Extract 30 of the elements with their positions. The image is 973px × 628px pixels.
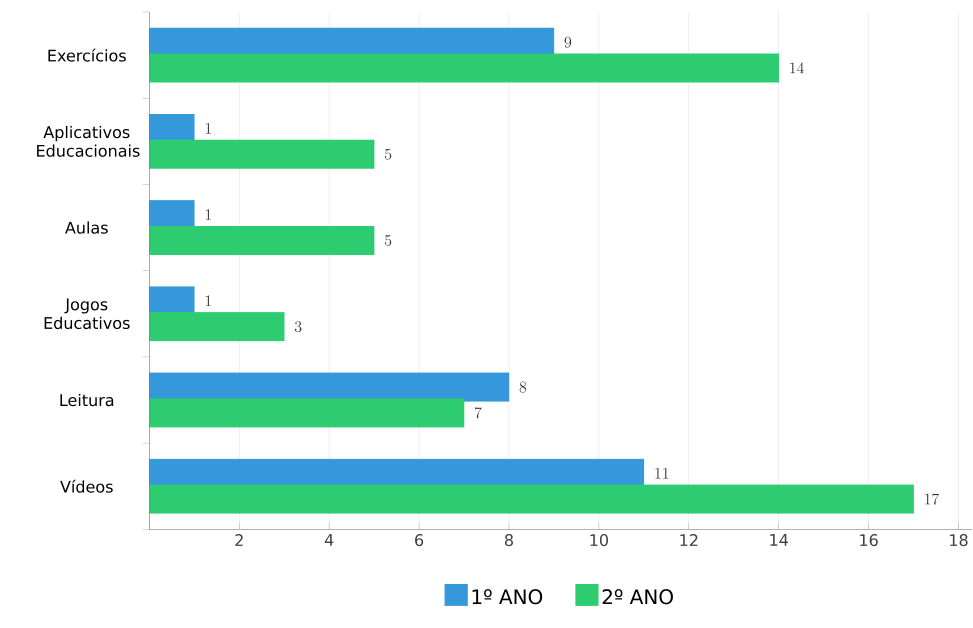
x-tick-label: 12 — [680, 534, 698, 546]
data-label: 11 — [655, 468, 668, 478]
data-label: 14 — [790, 62, 804, 74]
x-tick-label: 18 — [950, 534, 968, 546]
data-label: 1 — [206, 122, 211, 134]
x-tick-label: 10 — [590, 534, 608, 546]
x-tick-label: 14 — [770, 534, 788, 546]
legend-label: 2º ANO — [602, 589, 673, 604]
data-label: 1 — [206, 209, 211, 220]
x-tick-label: 6 — [415, 534, 424, 546]
data-label: 1 — [206, 295, 211, 306]
bar — [149, 372, 510, 402]
y-tick-label: Exercícios — [48, 48, 126, 62]
data-label: 3 — [294, 321, 302, 332]
x-tick-label: 16 — [860, 534, 878, 546]
data-label: 8 — [520, 382, 526, 393]
data-label: 7 — [474, 407, 482, 418]
data-label: 5 — [384, 148, 392, 160]
data-label: 9 — [564, 36, 572, 48]
y-tick-label: Jogos Educativos — [44, 298, 130, 330]
x-tick-label: 8 — [504, 534, 513, 546]
data-label: 17 — [925, 493, 940, 505]
y-tick-label: Vídeos — [60, 480, 113, 493]
data-label: 5 — [384, 234, 392, 246]
y-tick-label: Aplicativos Educacionais — [37, 126, 140, 157]
y-tick-label: Leitura — [60, 394, 114, 406]
x-tick-label: 4 — [324, 534, 334, 546]
x-tick-label: 2 — [235, 534, 243, 546]
legend-label: 1º ANO — [472, 589, 542, 604]
y-tick-label: Aulas — [65, 221, 108, 234]
